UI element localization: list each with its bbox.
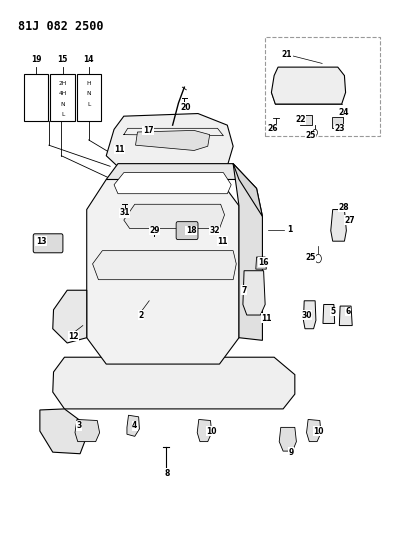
Bar	[24, 74, 48, 122]
Circle shape	[315, 254, 322, 263]
Text: 25: 25	[305, 253, 316, 262]
Text: 4H: 4H	[58, 92, 67, 96]
Polygon shape	[40, 409, 87, 454]
Polygon shape	[233, 164, 263, 341]
Text: 21: 21	[282, 50, 292, 59]
Polygon shape	[271, 67, 346, 104]
Text: 26: 26	[268, 124, 278, 133]
Text: 23: 23	[334, 124, 345, 133]
Bar	[331, 117, 343, 128]
Text: 2H: 2H	[58, 81, 67, 86]
Polygon shape	[307, 419, 321, 442]
Text: 31: 31	[119, 208, 130, 217]
Text: 3: 3	[76, 421, 82, 430]
Text: 10: 10	[206, 426, 217, 435]
Bar	[50, 74, 74, 122]
Text: 25: 25	[305, 131, 316, 140]
Polygon shape	[87, 180, 239, 364]
Text: 11: 11	[217, 237, 227, 246]
Polygon shape	[339, 306, 352, 326]
Bar	[299, 115, 312, 125]
Text: 11: 11	[261, 314, 272, 322]
Text: 20: 20	[180, 103, 191, 112]
Polygon shape	[75, 419, 100, 442]
Polygon shape	[53, 290, 87, 343]
Text: 9: 9	[288, 448, 293, 457]
Text: 30: 30	[301, 311, 312, 319]
Text: H: H	[86, 81, 91, 86]
Text: 4: 4	[132, 421, 137, 430]
Polygon shape	[323, 304, 335, 324]
Bar	[265, 37, 380, 136]
Text: 2: 2	[139, 311, 144, 319]
Bar	[76, 74, 101, 122]
Text: N: N	[60, 102, 65, 107]
FancyBboxPatch shape	[33, 234, 63, 253]
Text: L: L	[61, 112, 64, 117]
Polygon shape	[106, 114, 233, 176]
Text: 1: 1	[287, 225, 292, 234]
Polygon shape	[127, 415, 139, 437]
Text: 81J 082 2500: 81J 082 2500	[18, 20, 104, 33]
Polygon shape	[331, 209, 346, 241]
Polygon shape	[197, 419, 212, 442]
Text: 16: 16	[258, 258, 269, 267]
Text: 7: 7	[242, 286, 247, 295]
Text: 29: 29	[149, 226, 160, 235]
Polygon shape	[243, 271, 265, 315]
Text: 6: 6	[346, 307, 351, 316]
Text: L: L	[87, 102, 90, 107]
Text: 18: 18	[186, 226, 196, 235]
Polygon shape	[303, 301, 316, 329]
Text: 5: 5	[330, 307, 335, 316]
Text: 13: 13	[36, 237, 46, 246]
Polygon shape	[256, 257, 267, 269]
Text: N: N	[86, 92, 91, 96]
Text: 28: 28	[338, 203, 348, 212]
Text: 11: 11	[114, 145, 124, 154]
Text: 14: 14	[84, 55, 94, 64]
Text: 8: 8	[164, 469, 169, 478]
Text: 12: 12	[69, 332, 79, 341]
Polygon shape	[279, 427, 296, 451]
Text: 15: 15	[57, 55, 68, 64]
FancyBboxPatch shape	[176, 222, 198, 240]
Text: 27: 27	[344, 215, 355, 224]
Text: 32: 32	[209, 226, 220, 235]
Polygon shape	[233, 164, 263, 216]
Text: 17: 17	[143, 126, 153, 135]
Text: 19: 19	[31, 55, 42, 64]
Polygon shape	[53, 357, 295, 409]
Circle shape	[313, 130, 318, 136]
Text: 10: 10	[313, 426, 324, 435]
Polygon shape	[93, 251, 236, 280]
Polygon shape	[106, 164, 239, 180]
Polygon shape	[124, 204, 225, 229]
Text: 24: 24	[338, 108, 348, 117]
Polygon shape	[114, 173, 231, 193]
Text: 22: 22	[295, 115, 306, 124]
Polygon shape	[135, 131, 210, 150]
